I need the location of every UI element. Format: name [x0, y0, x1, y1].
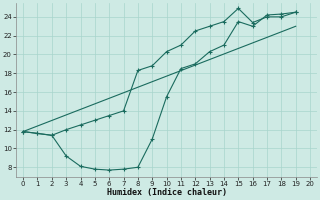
X-axis label: Humidex (Indice chaleur): Humidex (Indice chaleur) [107, 188, 227, 197]
